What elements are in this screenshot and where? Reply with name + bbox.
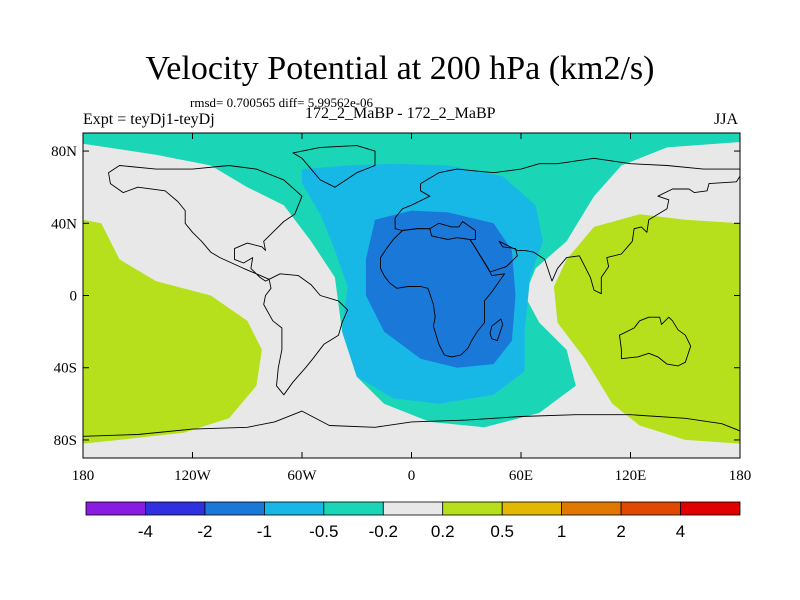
contour-region-5	[83, 219, 262, 444]
season-label: JJA	[714, 111, 739, 128]
x-tick-label: 180	[729, 468, 752, 484]
colorbar-swatch	[501, 501, 563, 516]
colorbar-label: 0.5	[490, 522, 514, 541]
y-tick-label: 80N	[51, 144, 77, 160]
colorbar-swatch	[680, 501, 741, 516]
continent-north-america	[108, 165, 303, 282]
continent-outlines	[83, 145, 740, 458]
colorbar-swatch	[85, 501, 146, 516]
axes: 180 120W 60W 0 60E 120E 180 80N 40N 0 40S 80S	[51, 133, 751, 484]
colorbar-swatch	[204, 501, 265, 516]
y-tick-label: 40N	[51, 216, 77, 232]
colorbar-label: -0.2	[369, 522, 398, 541]
colorbar: -4 -2 -1 -0.5 -0.2 0.2 0.5 1 2 4	[85, 501, 741, 541]
y-tick-label: 0	[70, 289, 78, 305]
colorbar-label: 4	[676, 522, 685, 541]
x-tick-label: 120W	[174, 468, 212, 484]
colorbar-swatch	[442, 501, 503, 516]
period-label: 172_2_MaBP - 172_2_MaBP	[305, 105, 496, 122]
contour-region-6	[553, 214, 740, 444]
contour-region-9	[365, 210, 516, 368]
stats-label: rmsd= 0.700565 diff= 5.99562e-06	[190, 95, 374, 110]
colorbar-label: 1	[557, 522, 566, 541]
y-tick-label: 80S	[54, 433, 77, 449]
y-tick-label: 40S	[54, 361, 77, 377]
chart-title: Velocity Potential at 200 hPa (km2/s)	[145, 50, 655, 87]
colorbar-swatch	[620, 501, 681, 516]
colorbar-swatch	[145, 501, 206, 516]
experiment-label: Expt = teyDj1-teyDj	[83, 111, 215, 128]
continent-south-america	[263, 273, 349, 396]
x-tick-label: 60E	[509, 468, 533, 484]
colorbar-label: -2	[197, 522, 212, 541]
colorbar-swatch	[561, 501, 622, 516]
x-tick-label: 0	[408, 468, 416, 484]
continent-australia	[619, 316, 692, 367]
x-tick-label: 180	[72, 468, 95, 484]
continent-greenland	[292, 145, 376, 188]
continent-africa	[380, 228, 506, 358]
continent-madagascar	[489, 318, 504, 342]
colorbar-label: 0.2	[431, 522, 455, 541]
colorbar-swatch	[323, 501, 384, 516]
colorbar-swatch	[263, 501, 325, 516]
colorbar-label: -0.5	[309, 522, 338, 541]
contour-fills	[83, 133, 740, 458]
continent-antarctica	[83, 410, 740, 458]
x-tick-label: 60W	[287, 468, 317, 484]
colorbar-label: -4	[138, 522, 153, 541]
colorbar-label: 2	[616, 522, 625, 541]
colorbar-swatch	[382, 501, 444, 516]
x-tick-label: 120E	[615, 468, 647, 484]
colorbar-label: -1	[257, 522, 272, 541]
